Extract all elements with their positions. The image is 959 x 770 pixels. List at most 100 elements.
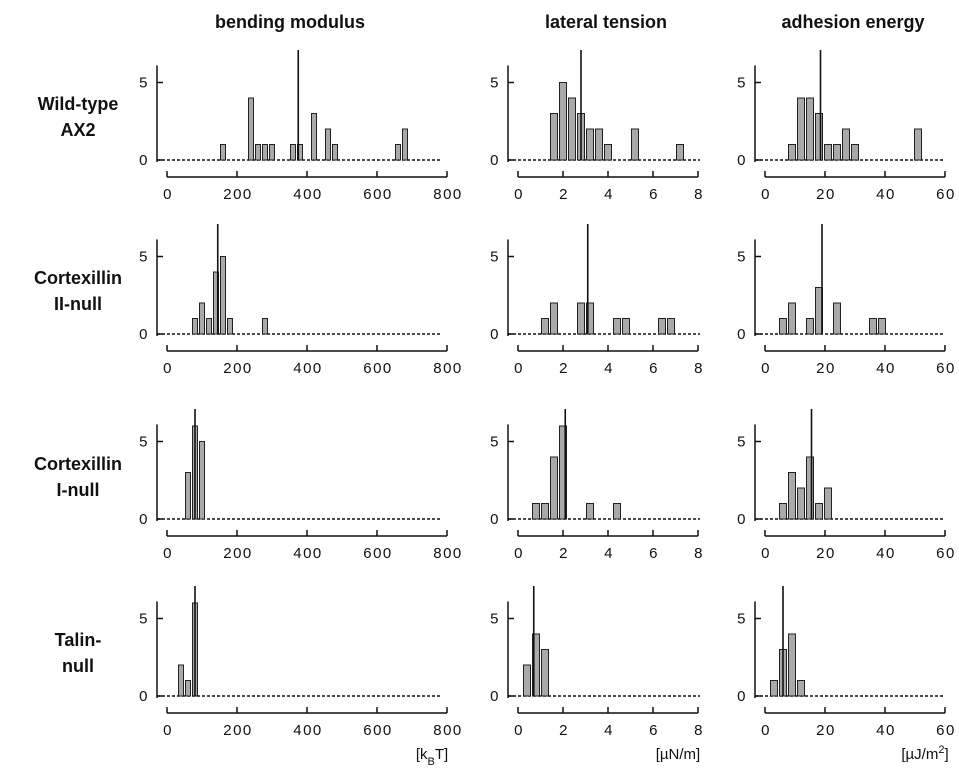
x-tick-label: 0 — [163, 360, 173, 377]
x-tick-label: 40 — [876, 722, 896, 739]
panel-r2-c3: 0 5 0 20 40 60 — [737, 223, 954, 377]
unit-label-3: [µJ/m2] — [901, 744, 948, 763]
histogram-bar — [806, 97, 814, 161]
histogram-bar — [770, 680, 778, 697]
x-tick-label: 60 — [936, 186, 956, 203]
histogram-bar — [797, 487, 805, 520]
unit-label-1: [kBT] — [416, 746, 448, 768]
x-tick-label: 0 — [761, 545, 771, 562]
histogram-bar — [199, 302, 205, 335]
x-tick-label: 600 — [363, 722, 393, 739]
y-tick-label: 0 — [139, 326, 149, 343]
histogram-bar — [248, 97, 254, 161]
panel-r3-c3: 0 5 0 20 40 60 — [737, 408, 956, 562]
x-tick-label: 20 — [816, 186, 836, 203]
y-tick-label: 0 — [490, 688, 500, 705]
row-label-1-line-2: AX2 — [60, 120, 95, 140]
histogram-bar — [199, 441, 205, 520]
x-tick-label: 400 — [293, 360, 323, 377]
x-tick-label: 0 — [514, 545, 524, 562]
histogram-bar — [586, 128, 594, 161]
histogram-bar — [192, 318, 198, 335]
histogram-bar — [667, 318, 675, 335]
y-tick-label: 5 — [139, 249, 149, 266]
panel-r1-c2: 0 5 0 2 4 6 8 — [490, 49, 704, 203]
x-tick-label: 0 — [163, 186, 173, 203]
row-label-1-line-1: Wild-type — [38, 94, 119, 114]
histogram-bar — [255, 144, 261, 161]
x-tick-label: 800 — [433, 722, 463, 739]
x-tick-label: 200 — [223, 545, 253, 562]
y-tick-label: 0 — [490, 511, 500, 528]
x-tick-label: 4 — [604, 722, 614, 739]
histogram-bar — [269, 144, 275, 161]
histogram-bar — [185, 472, 191, 520]
x-tick-label: 400 — [293, 545, 323, 562]
row-label-3-line-1: Cortexillin — [34, 454, 122, 474]
histogram-bar — [824, 487, 832, 520]
x-tick-label: 20 — [816, 722, 836, 739]
x-tick-label: 20 — [816, 545, 836, 562]
histogram-bar — [613, 318, 621, 335]
column-title-1: bending modulus — [215, 12, 365, 32]
panel-r2-c2: 0 5 0 2 4 6 8 — [490, 223, 704, 377]
y-tick-label: 5 — [139, 75, 149, 92]
histogram-bar — [290, 144, 296, 161]
histogram-bar — [178, 664, 184, 697]
x-tick-label: 400 — [293, 722, 323, 739]
x-tick-label: 0 — [761, 186, 771, 203]
x-tick-label: 2 — [559, 722, 569, 739]
x-tick-label: 6 — [649, 360, 659, 377]
x-tick-label: 20 — [816, 360, 836, 377]
panel-r4-c3: 0 5 0 20 40 60 — [737, 585, 954, 739]
x-tick-label: 4 — [604, 360, 614, 377]
x-tick-label: 4 — [604, 545, 614, 562]
x-tick-label: 200 — [223, 722, 253, 739]
row-label-4-line-2: null — [62, 656, 94, 676]
y-tick-label: 0 — [737, 511, 747, 528]
x-tick-label: 600 — [363, 186, 393, 203]
histogram-bar — [541, 503, 549, 520]
histogram-bar — [568, 97, 576, 161]
y-tick-label: 0 — [139, 688, 149, 705]
y-tick-label: 0 — [737, 688, 747, 705]
histogram-bar — [658, 318, 666, 335]
x-tick-label: 0 — [761, 360, 771, 377]
histogram-bar — [851, 144, 859, 161]
y-tick-label: 5 — [490, 75, 500, 92]
y-tick-label: 5 — [490, 434, 500, 451]
x-tick-label: 8 — [694, 186, 704, 203]
x-tick-label: 40 — [876, 186, 896, 203]
x-tick-label: 60 — [936, 545, 956, 562]
x-tick-label: 8 — [694, 360, 704, 377]
panel-r2-c1: 0 5 0 200 400 600 800 — [139, 223, 461, 377]
histogram-bar — [577, 302, 585, 335]
histogram-bar — [541, 649, 549, 697]
x-tick-label: 800 — [433, 545, 463, 562]
histogram-bar — [788, 144, 796, 161]
x-tick-label: 200 — [223, 186, 253, 203]
row-label-2-line-1: Cortexillin — [34, 268, 122, 288]
x-tick-label: 0 — [514, 186, 524, 203]
panel-r1-c1: 0 5 0 200 400 600 800 — [139, 49, 461, 203]
x-tick-label: 2 — [559, 545, 569, 562]
histogram-bar — [550, 456, 558, 520]
histogram-bar — [797, 97, 805, 161]
panel-r4-c2: 0 5 0 2 4 6 8 — [490, 585, 702, 739]
histogram-bar — [842, 128, 850, 161]
x-tick-label: 0 — [514, 722, 524, 739]
x-tick-label: 6 — [649, 722, 659, 739]
histogram-bar — [532, 633, 540, 697]
histogram-bar — [779, 318, 787, 335]
panel-r1-c3: 0 5 0 20 40 60 — [737, 49, 956, 203]
row-label-3-line-2: I-null — [57, 480, 100, 500]
histogram-bar — [595, 128, 603, 161]
histogram-bar — [586, 503, 594, 520]
histogram-bar — [622, 318, 630, 335]
histogram-bar — [824, 144, 832, 161]
y-tick-label: 0 — [737, 326, 747, 343]
panel-r4-c1: 0 5 0 200 400 600 800 — [139, 585, 463, 739]
histogram-bar — [532, 503, 540, 520]
y-tick-label: 5 — [737, 434, 747, 451]
